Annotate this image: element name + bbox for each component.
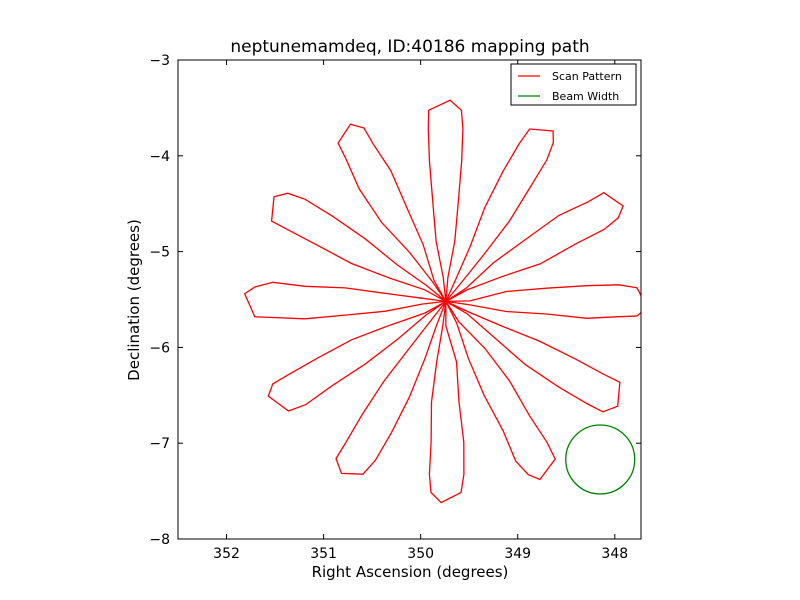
legend-beam-width-label: Beam Width [552,90,619,103]
legend: Scan Pattern Beam Width [510,63,637,106]
scan-pattern-petal [445,128,554,302]
scan-pattern-petal [335,300,447,475]
y-axis-ticks: −3 −4 −5 −6 −7 −8 [149,53,641,548]
plot-area [243,99,641,504]
scan-pattern-petal [270,192,447,302]
x-tick-label: 350 [407,546,434,562]
scan-pattern-petal [445,284,641,319]
scan-pattern-petal [445,191,624,302]
legend-scan-pattern-label: Scan Pattern [552,70,622,83]
scan-pattern-petal [243,281,446,320]
chart-title: neptunemamdeq, ID:40186 mapping path [230,37,589,57]
scan-pattern-petal [267,300,447,412]
x-axis-label: Right Ascension (degrees) [312,563,509,581]
x-tick-label: 351 [310,546,337,562]
x-tick-label: 352 [213,546,240,562]
scan-pattern-petal [337,123,447,302]
scan-pattern-petal [445,300,621,413]
y-tick-label: −6 [149,340,170,356]
y-tick-label: −7 [149,436,170,452]
x-tick-label: 348 [601,546,628,562]
y-tick-label: −5 [149,245,170,261]
scan-pattern-petal [445,301,556,481]
scan-pattern-layer [243,99,641,504]
y-tick-label: −3 [149,53,170,69]
x-tick-label: 349 [504,546,531,562]
beam-width-circle [565,424,636,495]
y-tick-label: −8 [149,532,170,548]
y-tick-label: −4 [149,149,170,165]
scan-pattern-petal [428,301,465,504]
y-axis-label: Declination (degrees) [125,219,143,381]
scan-pattern-petal [427,99,464,302]
beam-width-layer [565,424,636,495]
plot-frame [177,59,642,540]
legend-box [510,63,637,106]
x-axis-ticks: 352 351 350 349 348 [213,60,628,562]
